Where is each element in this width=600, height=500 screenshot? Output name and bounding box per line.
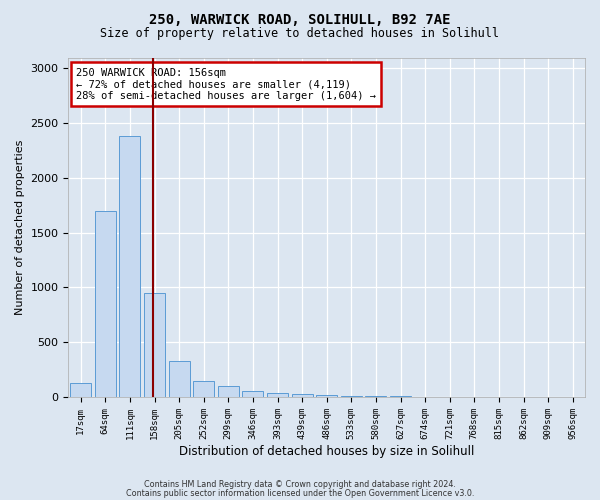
Bar <box>390 396 411 397</box>
Bar <box>341 396 362 397</box>
Bar <box>267 392 288 397</box>
Bar <box>242 391 263 397</box>
Bar <box>95 211 116 397</box>
Bar <box>144 293 165 397</box>
Bar <box>218 386 239 397</box>
Bar <box>70 382 91 397</box>
Bar <box>193 380 214 397</box>
Text: 250, WARWICK ROAD, SOLIHULL, B92 7AE: 250, WARWICK ROAD, SOLIHULL, B92 7AE <box>149 12 451 26</box>
Bar <box>365 396 386 397</box>
Text: Size of property relative to detached houses in Solihull: Size of property relative to detached ho… <box>101 28 499 40</box>
Text: Contains public sector information licensed under the Open Government Licence v3: Contains public sector information licen… <box>126 489 474 498</box>
Bar <box>119 136 140 397</box>
Text: Contains HM Land Registry data © Crown copyright and database right 2024.: Contains HM Land Registry data © Crown c… <box>144 480 456 489</box>
Y-axis label: Number of detached properties: Number of detached properties <box>15 140 25 315</box>
Text: 250 WARWICK ROAD: 156sqm
← 72% of detached houses are smaller (4,119)
28% of sem: 250 WARWICK ROAD: 156sqm ← 72% of detach… <box>76 68 376 101</box>
Bar <box>169 361 190 397</box>
Bar <box>316 395 337 397</box>
Bar <box>292 394 313 397</box>
X-axis label: Distribution of detached houses by size in Solihull: Distribution of detached houses by size … <box>179 444 475 458</box>
